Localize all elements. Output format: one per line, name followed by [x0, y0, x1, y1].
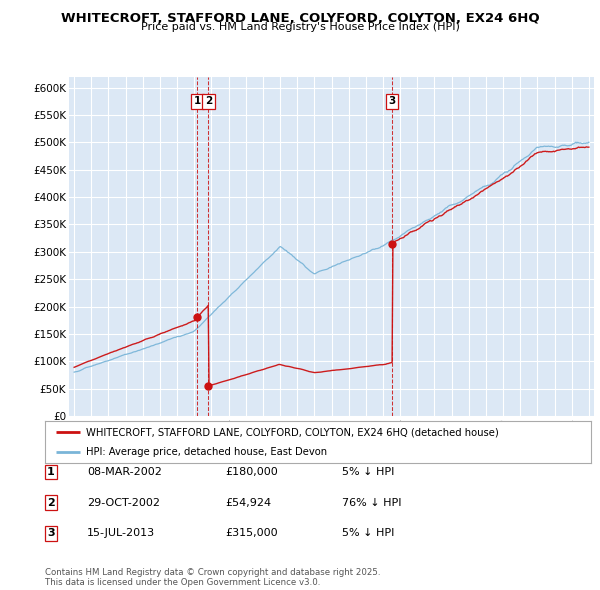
- Text: £54,924: £54,924: [225, 498, 271, 507]
- Text: HPI: Average price, detached house, East Devon: HPI: Average price, detached house, East…: [86, 447, 327, 457]
- Text: £180,000: £180,000: [225, 467, 278, 477]
- Text: 1: 1: [47, 467, 55, 477]
- Text: 76% ↓ HPI: 76% ↓ HPI: [342, 498, 401, 507]
- Text: 1: 1: [194, 96, 201, 106]
- Text: Price paid vs. HM Land Registry's House Price Index (HPI): Price paid vs. HM Land Registry's House …: [140, 22, 460, 32]
- Text: 29-OCT-2002: 29-OCT-2002: [87, 498, 160, 507]
- Text: 5% ↓ HPI: 5% ↓ HPI: [342, 467, 394, 477]
- Text: 2: 2: [205, 96, 212, 106]
- Text: 3: 3: [389, 96, 396, 106]
- Text: WHITECROFT, STAFFORD LANE, COLYFORD, COLYTON, EX24 6HQ (detached house): WHITECROFT, STAFFORD LANE, COLYFORD, COL…: [86, 427, 499, 437]
- Text: 15-JUL-2013: 15-JUL-2013: [87, 529, 155, 538]
- Text: Contains HM Land Registry data © Crown copyright and database right 2025.
This d: Contains HM Land Registry data © Crown c…: [45, 568, 380, 587]
- Text: WHITECROFT, STAFFORD LANE, COLYFORD, COLYTON, EX24 6HQ: WHITECROFT, STAFFORD LANE, COLYFORD, COL…: [61, 12, 539, 25]
- Text: 5% ↓ HPI: 5% ↓ HPI: [342, 529, 394, 538]
- Text: 2: 2: [47, 498, 55, 507]
- Text: 08-MAR-2002: 08-MAR-2002: [87, 467, 162, 477]
- Text: 3: 3: [47, 529, 55, 538]
- Text: £315,000: £315,000: [225, 529, 278, 538]
